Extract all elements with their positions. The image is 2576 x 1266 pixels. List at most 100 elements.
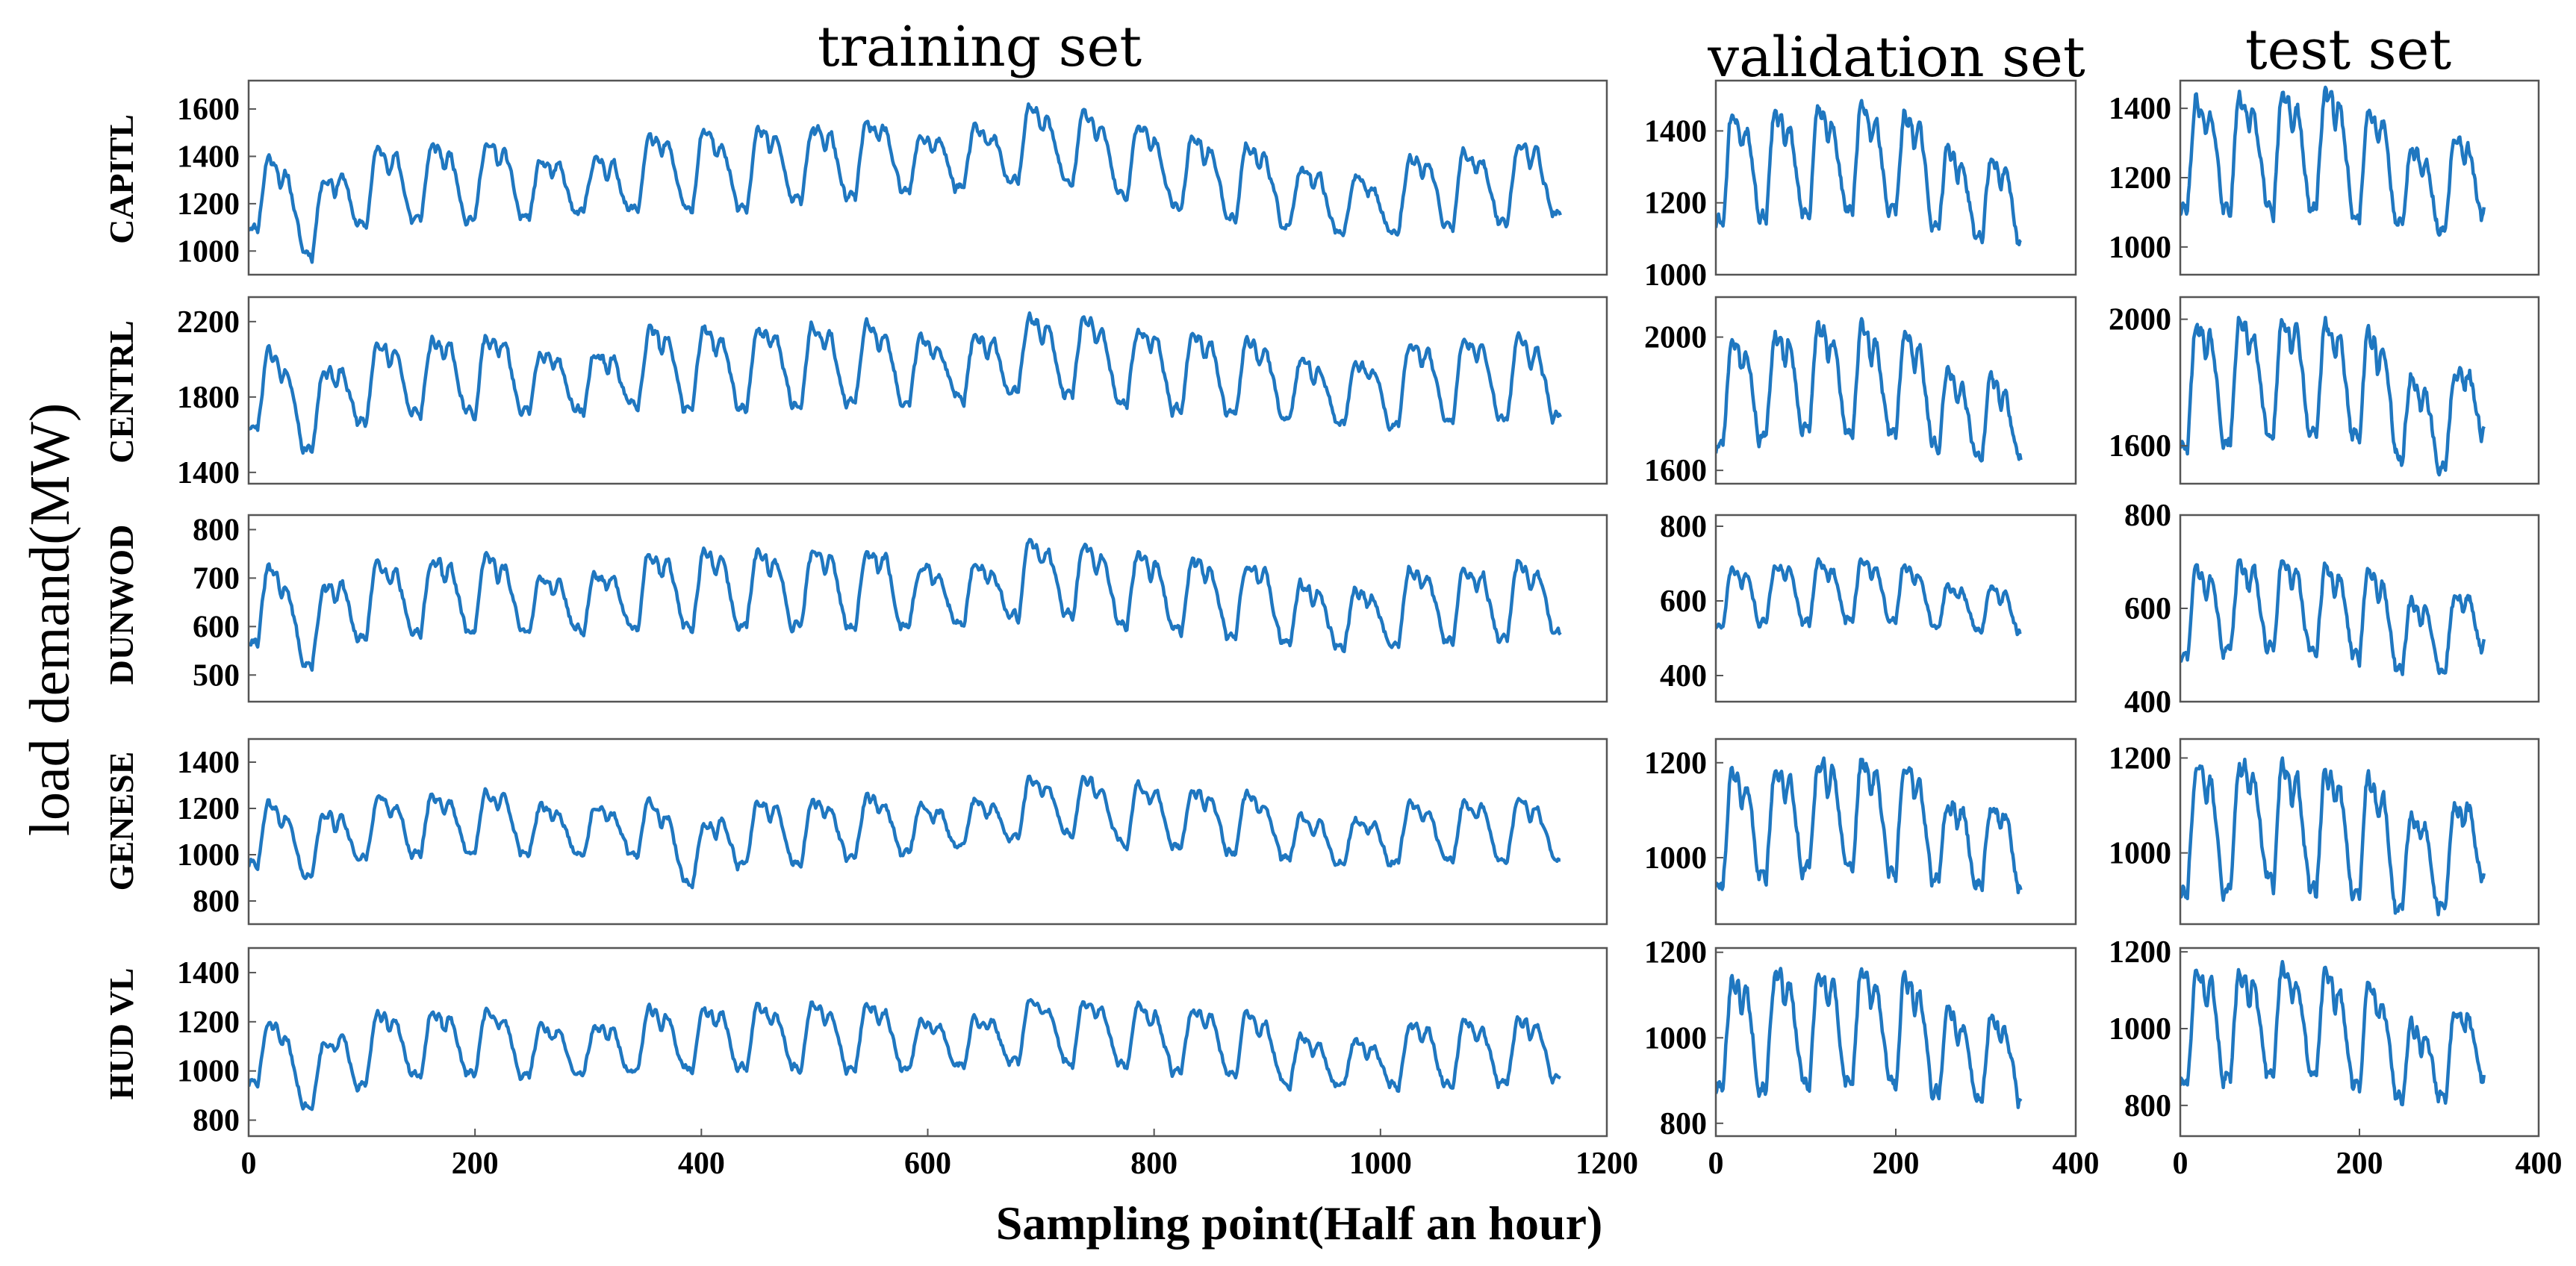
panel-test-centrl-frame [2179,296,2540,485]
panel-validation-hud-vl-xtick-label: 400 [2053,1147,2100,1181]
panel-validation-capitl-frame [1714,79,2077,276]
panel-test-dunwod: 400 600 800 [2124,499,2540,720]
panel-training-dunwod-ytick-label: 700 [193,561,240,596]
row-label-hud-vl: HUD VL [102,968,140,1100]
panel-test-hud-vl: 800 1000 1200 0 200 400 [2109,935,2563,1181]
panel-validation-capitl-ytick-label: 1000 [1644,258,1707,293]
panel-training-hud-vl-xtick-label: 1000 [1349,1147,1412,1181]
panel-validation-genese: 1000 1200 [1644,738,2077,926]
x-axis-label: Sampling point(Half an hour) [996,1197,1603,1250]
panel-validation-hud-vl-series-line [1716,967,2023,1109]
panel-training-hud-vl-series-line [249,998,1561,1111]
panel-training-hud-vl-xtick-label: 400 [678,1147,725,1181]
panel-validation-capitl: 1000 1200 1400 [1644,79,2077,293]
panel-training-dunwod: 500 600 700 800 [193,513,1608,703]
panel-training-hud-vl-xtick-label: 800 [1130,1147,1177,1181]
panel-test-capitl-ytick-label: 1000 [2109,231,2171,265]
panel-training-centrl: 1400 1800 2200 [177,296,1608,490]
panel-training-capitl-frame [247,79,1608,276]
panel-test-hud-vl-xtick-label: 200 [2336,1147,2383,1181]
panel-test-hud-vl-ytick-label: 1200 [2109,935,2171,970]
panel-test-dunwod-series-line [2180,558,2486,676]
panel-validation-dunwod: 400 600 800 [1660,510,2077,703]
panel-test-dunwod-ytick-label: 800 [2124,499,2171,533]
panel-test-centrl-ytick-label: 2000 [2109,303,2171,337]
panel-training-dunwod-ytick-label: 600 [193,610,240,644]
row-label-dunwod: DUNWOD [102,525,140,685]
panel-training-dunwod-ytick-label: 500 [193,658,240,693]
panel-training-hud-vl-xtick-label: 600 [904,1147,951,1181]
panel-test-capitl-ytick-label: 1200 [2109,161,2171,196]
panel-test-capitl: 1000 1200 1400 [2109,79,2540,276]
panel-training-hud-vl-ytick-label: 1000 [177,1055,240,1089]
row-label-genese: GENESE [102,752,140,891]
panel-training-capitl: 1000 1200 1400 1600 [177,79,1608,276]
panel-training-capitl-ytick-label: 1200 [177,187,240,222]
panel-validation-hud-vl-ytick-label: 1200 [1644,936,1707,970]
panel-test-genese-frame [2179,738,2540,926]
panel-validation-centrl: 1600 2000 [1644,296,2077,488]
panel-test-hud-vl-ytick-label: 800 [2124,1089,2171,1123]
row-label-centrl: CENTRL [102,320,140,464]
panel-validation-genese-ytick-label: 1000 [1644,841,1707,876]
panel-validation-capitl-series-line [1716,99,2022,247]
panel-test-genese-ytick-label: 1000 [2109,837,2171,871]
panel-test-centrl: 1600 2000 [2109,296,2540,485]
panel-validation-centrl-ytick-label: 1600 [1644,454,1707,488]
panel-training-dunwod-series-line [249,537,1562,672]
panel-validation-genese-frame [1714,738,2077,926]
panel-training-genese-ytick-label: 1000 [177,838,240,873]
panel-validation-capitl-ytick-label: 1400 [1644,114,1707,149]
panel-test-dunwod-ytick-label: 400 [2124,685,2171,720]
panel-test-hud-vl-xtick-label: 0 [2173,1147,2188,1181]
panels: 1000 1200 1400 1600 1400 1800 2200 500 600 700 800… [177,79,2563,1181]
panel-training-genese-ytick-label: 1200 [177,792,240,826]
panel-training-capitl-ytick-label: 1000 [177,234,240,269]
panel-training-genese-frame [247,738,1608,926]
y-axis-label: load demand(MW) [19,403,81,836]
panel-training-centrl-ytick-label: 2200 [177,305,240,340]
panel-test-dunwod-ytick-label: 600 [2124,592,2171,626]
panel-training-hud-vl-ytick-label: 1200 [177,1005,240,1040]
panel-training-hud-vl-xtick-label: 0 [241,1147,257,1181]
panel-training-hud-vl-ytick-label: 1400 [177,956,240,991]
title-training-set: training set [818,15,1142,79]
panel-validation-hud-vl-xtick-label: 200 [1873,1147,1920,1181]
panel-training-capitl-ytick-label: 1600 [177,93,240,127]
panel-validation-hud-vl: 800 1000 1200 0 200 400 [1644,936,2100,1181]
panel-test-genese-series-line [2180,756,2486,917]
panel-test-centrl-series-line [2180,316,2486,477]
panel-validation-centrl-frame [1714,296,2077,485]
panel-training-centrl-ytick-label: 1800 [177,381,240,415]
row-labels: CAPITL CENTRL DUNWOD GENESE HUD VL [102,114,140,1100]
panel-training-centrl-series-line [249,311,1562,455]
panel-validation-dunwod-ytick-label: 800 [1660,510,1707,544]
panel-validation-hud-vl-ytick-label: 800 [1660,1107,1707,1141]
panel-test-centrl-ytick-label: 1600 [2109,429,2171,464]
panel-validation-hud-vl-xtick-label: 0 [1708,1147,1724,1181]
title-test-set: test set [2245,18,2452,82]
panel-training-genese-ytick-label: 1400 [177,746,240,780]
panel-training-centrl-frame [247,296,1608,485]
panel-test-genese: 1000 1200 [2109,738,2540,926]
panel-validation-dunwod-ytick-label: 600 [1660,584,1707,619]
panel-test-capitl-series-line [2180,85,2486,237]
panel-training-dunwod-frame [247,514,1608,703]
panel-validation-dunwod-ytick-label: 400 [1660,659,1707,693]
panel-training-capitl-series-line [249,102,1562,264]
panel-validation-centrl-series-line [1716,316,2023,463]
panel-training-genese-ytick-label: 800 [193,885,240,919]
panel-training-dunwod-ytick-label: 800 [193,513,240,547]
panel-test-genese-ytick-label: 1200 [2109,741,2171,776]
row-label-capitl: CAPITL [102,114,140,244]
panel-validation-centrl-ytick-label: 2000 [1644,321,1707,355]
panel-validation-genese-series-line [1716,756,2023,895]
panel-validation-hud-vl-ytick-label: 1000 [1644,1021,1707,1055]
panel-validation-dunwod-series-line [1716,557,2022,637]
panel-validation-capitl-ytick-label: 1200 [1644,187,1707,221]
panel-training-hud-vl-xtick-label: 200 [452,1147,499,1181]
panel-training-genese-series-line [249,774,1561,890]
panel-training-hud-vl-xtick-label: 1200 [1575,1147,1638,1181]
panel-training-capitl-ytick-label: 1400 [177,140,240,174]
